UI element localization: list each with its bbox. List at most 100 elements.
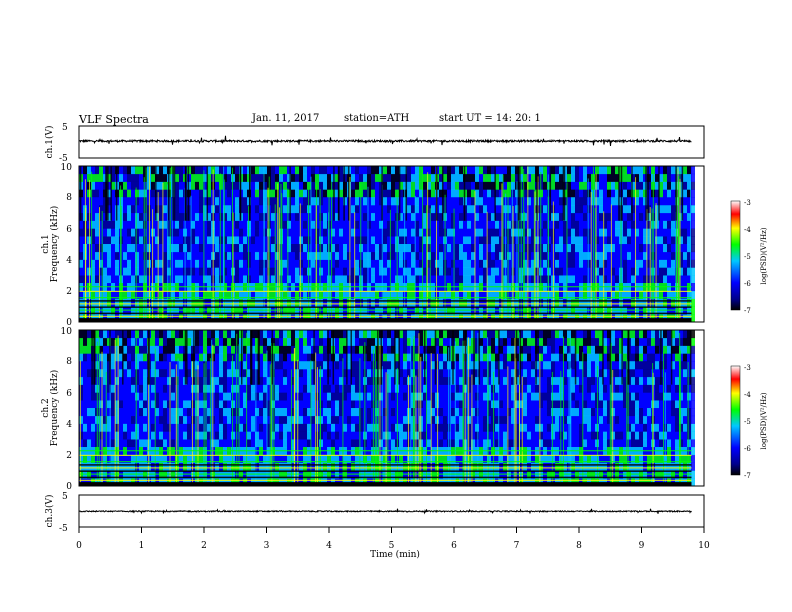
ch1-spectrogram-cell bbox=[275, 290, 279, 299]
ch1-spectrogram-cell bbox=[291, 290, 295, 299]
ch1-spectrogram-cell bbox=[271, 290, 275, 299]
ch2-spectrogram-cell bbox=[267, 361, 271, 370]
ch1-spectrogram-cell bbox=[111, 244, 115, 253]
ch2-spectrogram-cell bbox=[583, 330, 587, 339]
ch1-spectrogram-cell bbox=[599, 251, 603, 260]
ch2-spectrogram-cell bbox=[647, 361, 651, 370]
ch1-spectrogram-cell bbox=[407, 275, 411, 284]
ch1-spectrogram-cell bbox=[535, 275, 539, 284]
ch1-spectrogram-cell bbox=[683, 189, 687, 198]
ch2-spectrogram-cell bbox=[423, 384, 427, 393]
ch2-spectrogram-cell bbox=[251, 400, 255, 409]
ch1-spectrogram-cell bbox=[127, 173, 131, 182]
ch1-spectrogram-cell bbox=[363, 173, 367, 182]
ch2-spectrogram-cell bbox=[623, 353, 627, 362]
ch1-spectrogram-cell bbox=[375, 220, 379, 229]
ch2-spectrogram-cell bbox=[163, 431, 167, 440]
ch1-spectrogram-cell bbox=[623, 267, 627, 276]
ch1-spectrogram-dark-line bbox=[79, 300, 692, 302]
ch2-spectrogram-cell bbox=[159, 361, 163, 370]
ch2-spectrogram-cell bbox=[615, 369, 619, 378]
ch1-spectrogram-cell bbox=[339, 290, 343, 299]
ch1-spectrogram-cell bbox=[135, 197, 139, 206]
ch2-spectrogram-cell bbox=[351, 345, 355, 354]
ch2-spectrogram-cell bbox=[131, 423, 135, 432]
ch2-spectrogram-cell bbox=[135, 408, 139, 417]
ch2-spectrogram-cell bbox=[127, 345, 131, 354]
ch1-spectrogram-cell bbox=[475, 298, 479, 307]
ch1-spectrogram-cell bbox=[523, 251, 527, 260]
ch1-spectrogram-cell bbox=[647, 197, 651, 206]
ch2-spectrogram-cell bbox=[691, 337, 695, 346]
ch1-spectrogram-cell bbox=[623, 173, 627, 182]
ch1-spectrogram-cell bbox=[691, 181, 695, 190]
ch2-spectrogram-cell bbox=[691, 353, 695, 362]
ch2-spectrogram-cell bbox=[383, 392, 387, 401]
ch1-spectrogram-cell bbox=[343, 189, 347, 198]
ch2-spectrogram-cell bbox=[691, 345, 695, 354]
ch1-spectrogram-cell bbox=[407, 220, 411, 229]
ch2-spectrogram-cell bbox=[295, 361, 299, 370]
ch1-spectrogram-cell bbox=[395, 181, 399, 190]
ch1-spectrogram-cell bbox=[155, 236, 159, 245]
ch2-spectrogram-cell bbox=[631, 369, 635, 378]
ch1-spectrogram-cell bbox=[611, 228, 615, 237]
ch1-spectrogram-cell bbox=[179, 181, 183, 190]
ch1-spectrogram-cell bbox=[319, 275, 323, 284]
ch1-spectrogram-cell bbox=[131, 166, 135, 175]
ch2-spectrogram-cell bbox=[131, 431, 135, 440]
ch1-spectrogram-cell bbox=[667, 290, 671, 299]
ch1-spectrogram-cell bbox=[551, 166, 555, 175]
ch1-spectrogram-cell bbox=[439, 236, 443, 245]
ch1-spectrogram-cell bbox=[431, 290, 435, 299]
ch2-spectrogram-cell bbox=[383, 400, 387, 409]
ch1-spectrogram-cell bbox=[367, 228, 371, 237]
ch2-spectrogram-cell bbox=[191, 415, 195, 424]
ch1-spectrogram-cell bbox=[227, 181, 231, 190]
ch1-spectrogram-cell bbox=[371, 251, 375, 260]
ch1-spectrogram-cell bbox=[139, 228, 143, 237]
ch1-spectrogram-cell bbox=[427, 166, 431, 175]
ch2-spectrogram-cell bbox=[215, 392, 219, 401]
ch2-spectrogram-cell bbox=[151, 353, 155, 362]
ch2-spectrogram-cell bbox=[683, 376, 687, 385]
ch2-spectrogram-cell bbox=[591, 392, 595, 401]
ch2-spectrogram-cell bbox=[487, 337, 491, 346]
ch1-spectrogram-cell bbox=[523, 173, 527, 182]
ch1-spectrogram-streak bbox=[157, 192, 159, 322]
ch1-spectrogram-cell bbox=[483, 205, 487, 214]
ch2-spectrogram-cell bbox=[111, 423, 115, 432]
ch1-spectrogram-cell bbox=[139, 220, 143, 229]
ch2-spectrogram-cell bbox=[191, 369, 195, 378]
ch1-spectrogram-cell bbox=[631, 267, 635, 276]
ch1-spectrogram-cell bbox=[291, 212, 295, 221]
ch1-spectrogram-cell bbox=[287, 181, 291, 190]
ch1-spectrogram-cell bbox=[463, 275, 467, 284]
ch1-spectrogram-cell bbox=[531, 259, 535, 268]
ch1-spectrogram-cell bbox=[199, 228, 203, 237]
ch1-spectrogram-cell bbox=[479, 236, 483, 245]
ch2-spectrogram-cell bbox=[535, 376, 539, 385]
ch2-spectrogram-cell bbox=[87, 337, 91, 346]
ch2-spectrogram-cell bbox=[507, 369, 511, 378]
ch2-spectrogram-cell bbox=[643, 361, 647, 370]
ch1-spectrogram-cell bbox=[171, 244, 175, 253]
ch1-spectrogram-cell bbox=[203, 220, 207, 229]
ch2-spectrogram-cell bbox=[159, 330, 163, 339]
ch1-spectrogram-cell bbox=[207, 212, 211, 221]
ch1-spectrogram-cell bbox=[487, 212, 491, 221]
ch1-spectrogram-cell bbox=[635, 197, 639, 206]
ch1-spectrogram-streak bbox=[169, 167, 171, 322]
ch2-spectrogram-cell bbox=[187, 353, 191, 362]
ch1-spectrogram-cell bbox=[579, 212, 583, 221]
ch2-spectrogram-cell bbox=[79, 369, 83, 378]
ch1-spectrogram-cell bbox=[383, 290, 387, 299]
ch1-spectrogram-cell bbox=[203, 166, 207, 175]
ch1-spectrogram-cell bbox=[299, 244, 303, 253]
ch1-ytick-4: 4 bbox=[66, 256, 72, 266]
ch1-spectrogram-cell bbox=[447, 228, 451, 237]
ch1-spectrogram-cell bbox=[195, 181, 199, 190]
ch2-spectrogram-cell bbox=[247, 353, 251, 362]
ch1-spectrogram-cell bbox=[663, 259, 667, 268]
